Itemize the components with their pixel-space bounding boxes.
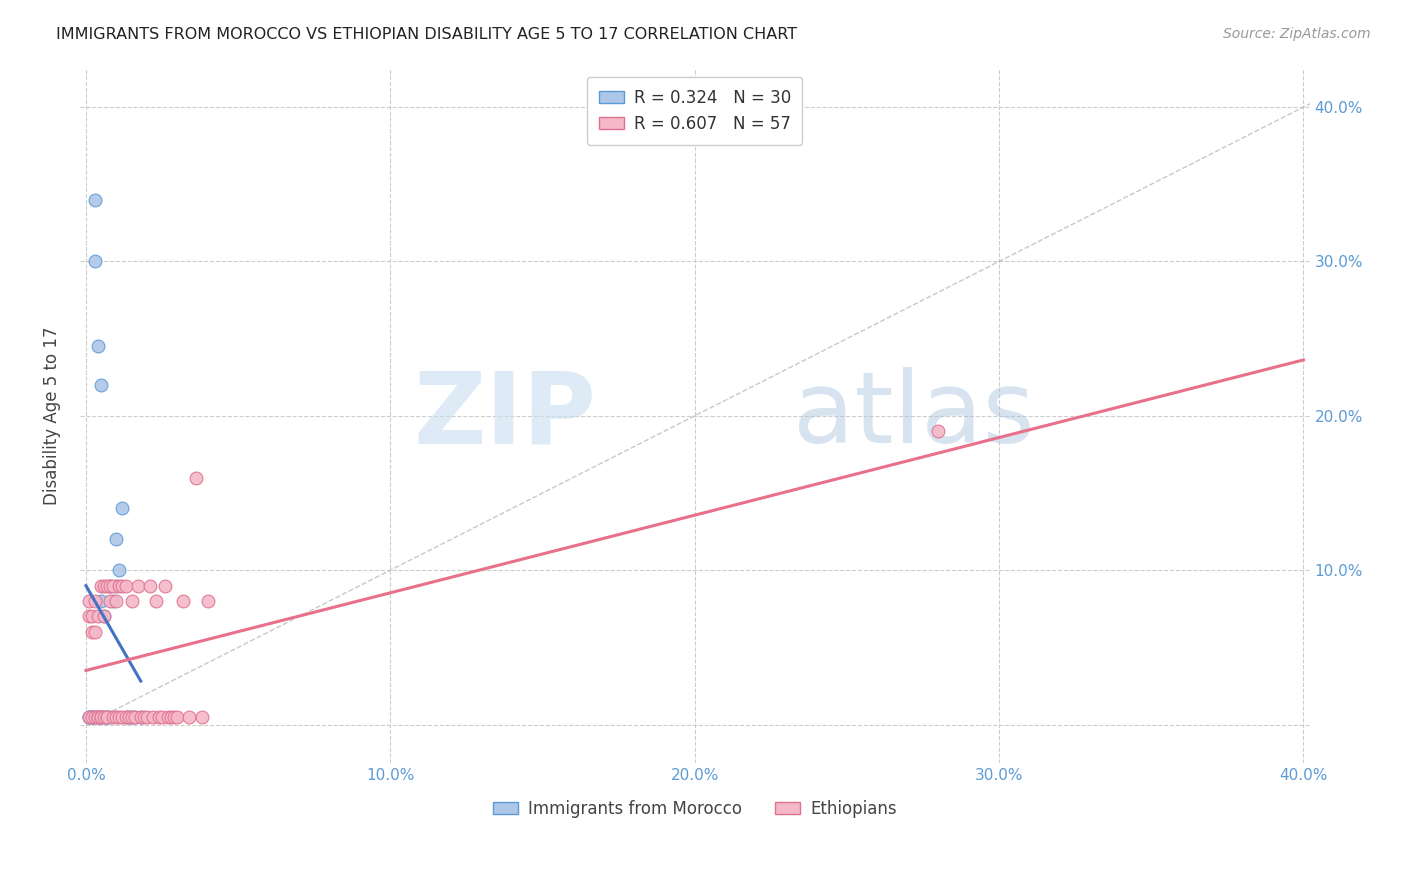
Point	[124, 710, 146, 724]
Point	[129, 710, 152, 724]
Point	[80, 710, 103, 724]
Point	[103, 579, 125, 593]
Point	[77, 710, 100, 724]
Point	[179, 710, 201, 724]
Point	[166, 710, 188, 724]
Point	[117, 710, 139, 724]
Point	[127, 579, 149, 593]
Point	[172, 594, 194, 608]
Point	[90, 579, 112, 593]
Point	[84, 710, 107, 724]
Point	[84, 193, 107, 207]
Point	[96, 710, 118, 724]
Point	[84, 594, 107, 608]
Point	[135, 710, 157, 724]
Point	[90, 594, 112, 608]
Point	[80, 710, 103, 724]
Point	[93, 609, 115, 624]
Point	[927, 424, 949, 438]
Point	[197, 594, 219, 608]
Point	[87, 710, 110, 724]
Point	[157, 710, 180, 724]
Text: ZIP: ZIP	[413, 368, 596, 465]
Y-axis label: Disability Age 5 to 17: Disability Age 5 to 17	[44, 326, 60, 505]
Point	[90, 710, 112, 724]
Point	[77, 609, 100, 624]
Legend: Immigrants from Morocco, Ethiopians: Immigrants from Morocco, Ethiopians	[486, 793, 903, 824]
Point	[111, 579, 134, 593]
Point	[148, 710, 170, 724]
Point	[105, 579, 128, 593]
Text: Source: ZipAtlas.com: Source: ZipAtlas.com	[1223, 27, 1371, 41]
Point	[108, 579, 131, 593]
Point	[114, 710, 136, 724]
Point	[87, 339, 110, 353]
Point	[121, 594, 143, 608]
Point	[80, 710, 103, 724]
Point	[90, 710, 112, 724]
Point	[103, 594, 125, 608]
Point	[84, 624, 107, 639]
Point	[163, 710, 186, 724]
Point	[105, 533, 128, 547]
Point	[96, 579, 118, 593]
Point	[90, 378, 112, 392]
Point	[93, 710, 115, 724]
Point	[129, 710, 152, 724]
Point	[103, 710, 125, 724]
Point	[98, 710, 121, 724]
Point	[114, 710, 136, 724]
Point	[139, 579, 162, 593]
Point	[77, 594, 100, 608]
Point	[90, 710, 112, 724]
Point	[114, 579, 136, 593]
Point	[87, 710, 110, 724]
Point	[160, 710, 183, 724]
Point	[117, 710, 139, 724]
Point	[93, 710, 115, 724]
Point	[121, 710, 143, 724]
Point	[98, 594, 121, 608]
Point	[77, 710, 100, 724]
Point	[87, 710, 110, 724]
Point	[84, 254, 107, 268]
Text: IMMIGRANTS FROM MOROCCO VS ETHIOPIAN DISABILITY AGE 5 TO 17 CORRELATION CHART: IMMIGRANTS FROM MOROCCO VS ETHIOPIAN DIS…	[56, 27, 797, 42]
Point	[105, 594, 128, 608]
Point	[93, 579, 115, 593]
Point	[96, 710, 118, 724]
Point	[96, 710, 118, 724]
Point	[111, 710, 134, 724]
Point	[84, 710, 107, 724]
Point	[121, 710, 143, 724]
Point	[111, 501, 134, 516]
Point	[153, 579, 176, 593]
Point	[98, 579, 121, 593]
Point	[98, 579, 121, 593]
Text: atlas: atlas	[793, 368, 1035, 465]
Point	[150, 710, 173, 724]
Point	[80, 710, 103, 724]
Point	[105, 710, 128, 724]
Point	[145, 594, 167, 608]
Point	[190, 710, 212, 724]
Point	[132, 710, 155, 724]
Point	[87, 710, 110, 724]
Point	[77, 710, 100, 724]
Point	[142, 710, 165, 724]
Point	[108, 710, 131, 724]
Point	[108, 563, 131, 577]
Point	[80, 624, 103, 639]
Point	[124, 710, 146, 724]
Point	[96, 710, 118, 724]
Point	[93, 609, 115, 624]
Point	[184, 470, 207, 484]
Point	[87, 609, 110, 624]
Point	[80, 609, 103, 624]
